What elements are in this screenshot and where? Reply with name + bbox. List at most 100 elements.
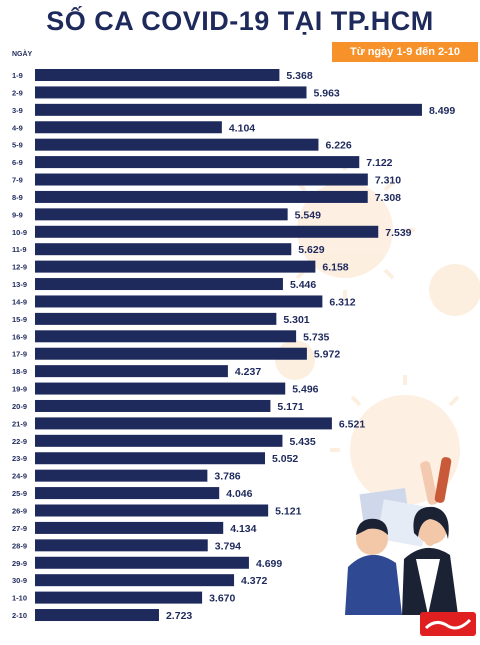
bar	[35, 417, 332, 430]
date-range-badge: Từ ngày 1-9 đến 2-10	[332, 42, 478, 62]
people-coughing-illustration-icon	[345, 457, 458, 615]
category-label: 17-9	[12, 350, 27, 359]
value-label: 5.735	[303, 331, 329, 343]
bar	[35, 399, 271, 412]
bar	[35, 330, 297, 343]
value-label: 5.368	[286, 70, 312, 82]
bar	[35, 312, 277, 325]
category-label: 2-10	[12, 611, 27, 620]
value-label: 5.629	[298, 244, 324, 256]
value-label: 4.237	[235, 366, 261, 378]
category-label: 3-9	[12, 106, 23, 115]
category-label: 1-10	[12, 594, 27, 603]
value-label: 4.372	[241, 575, 267, 587]
value-label: 7.122	[366, 157, 392, 169]
value-label: 2.723	[166, 610, 192, 622]
bar	[35, 365, 228, 378]
value-label: 6.521	[339, 418, 365, 430]
bar	[35, 591, 203, 604]
category-label: 27-9	[12, 524, 27, 533]
bar	[35, 173, 368, 186]
bar	[35, 452, 266, 465]
chart-title: SỐ CA COVID-19 TẠI TP.HCM	[46, 6, 434, 36]
bar	[35, 278, 283, 291]
value-label: 4.699	[256, 558, 282, 570]
category-label: 19-9	[12, 385, 27, 394]
value-label: 6.158	[322, 262, 348, 274]
category-label: 12-9	[12, 263, 27, 272]
bar	[35, 243, 292, 256]
category-label: 6-9	[12, 158, 23, 167]
category-label: 26-9	[12, 507, 27, 516]
bar	[35, 208, 288, 221]
bar	[35, 504, 269, 517]
value-label: 8.499	[429, 105, 455, 117]
category-label: 21-9	[12, 419, 27, 428]
value-label: 6.312	[329, 296, 355, 308]
bar	[35, 469, 208, 482]
bar	[35, 382, 286, 395]
value-label: 5.435	[289, 436, 315, 448]
category-label: 18-9	[12, 367, 27, 376]
bar	[35, 487, 220, 500]
category-label: 20-9	[12, 402, 27, 411]
bar	[35, 260, 316, 273]
bar	[35, 103, 422, 116]
category-label: 25-9	[12, 489, 27, 498]
category-label: 29-9	[12, 559, 27, 568]
tuoi-tre-logo	[420, 612, 476, 636]
category-label: 7-9	[12, 176, 23, 185]
value-label: 5.496	[292, 384, 318, 396]
value-label: 7.308	[375, 192, 401, 204]
value-label: 5.121	[275, 506, 301, 518]
value-label: 4.046	[226, 488, 252, 500]
bar	[35, 609, 159, 622]
category-label: 28-9	[12, 541, 27, 550]
value-label: 5.446	[290, 279, 316, 291]
bar	[35, 521, 224, 534]
bar	[35, 295, 323, 308]
category-label: 16-9	[12, 332, 27, 341]
bar	[35, 225, 379, 238]
category-label: 14-9	[12, 297, 27, 306]
value-label: 7.310	[375, 175, 401, 187]
category-label: 15-9	[12, 315, 27, 324]
bar	[35, 556, 249, 569]
bar	[35, 539, 208, 552]
bar	[35, 121, 222, 134]
bar	[35, 86, 307, 99]
category-label: 2-9	[12, 88, 23, 97]
value-label: 7.539	[385, 227, 411, 239]
value-label: 5.963	[313, 87, 339, 99]
category-label: 4-9	[12, 123, 23, 132]
bar	[35, 434, 283, 447]
bar	[35, 347, 307, 360]
category-label: 1-9	[12, 71, 23, 80]
value-label: 5.549	[295, 209, 321, 221]
category-label: 8-9	[12, 193, 23, 202]
bar	[35, 138, 319, 151]
category-label: 9-9	[12, 210, 23, 219]
category-label: 30-9	[12, 576, 27, 585]
bar	[35, 156, 360, 169]
bar	[35, 574, 235, 587]
value-label: 5.052	[272, 453, 298, 465]
category-label: 22-9	[12, 437, 27, 446]
y-axis-header: NGÀY	[12, 51, 33, 58]
value-label: 5.972	[314, 349, 340, 361]
value-label: 3.670	[209, 593, 235, 605]
bar	[35, 69, 280, 81]
value-label: 3.786	[214, 471, 240, 483]
bar	[35, 190, 368, 203]
value-label: 5.171	[277, 401, 303, 413]
category-label: 24-9	[12, 472, 27, 481]
value-label: 6.226	[325, 140, 351, 152]
category-label: 13-9	[12, 280, 27, 289]
value-label: 5.301	[283, 314, 309, 326]
category-label: 11-9	[12, 245, 27, 254]
value-label: 3.794	[215, 540, 241, 552]
category-label: 5-9	[12, 141, 23, 150]
category-label: 10-9	[12, 228, 27, 237]
value-label: 4.104	[229, 122, 255, 134]
